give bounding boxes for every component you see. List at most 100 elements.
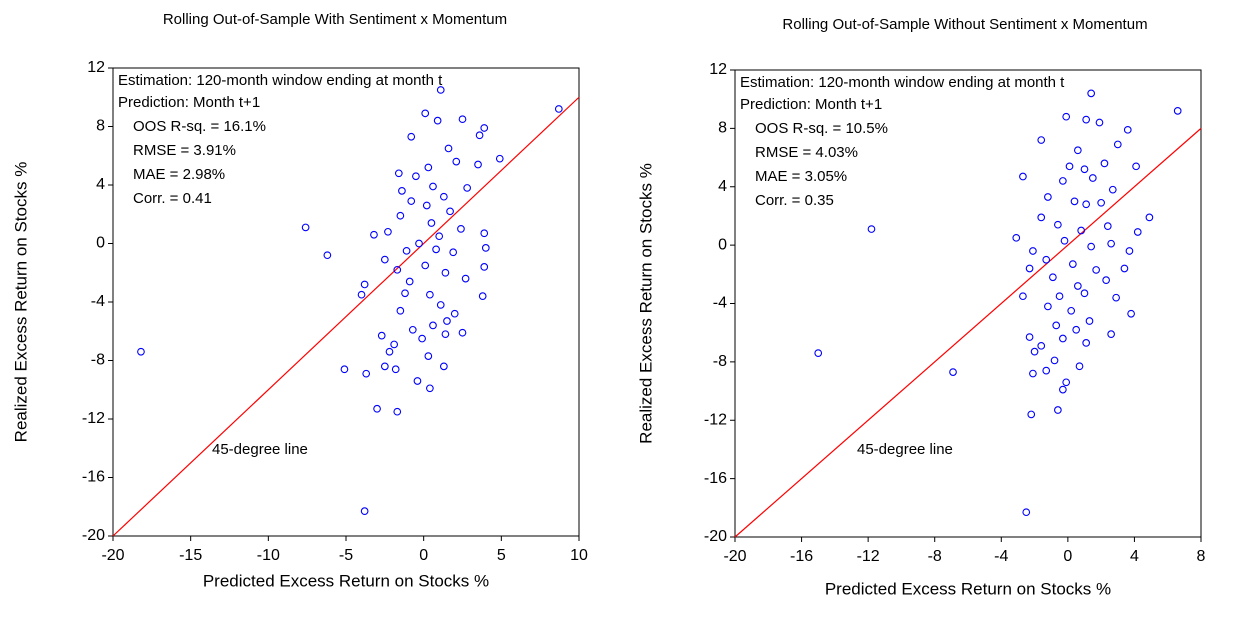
x-axis-label: Predicted Excess Return on Stocks %: [825, 579, 1111, 598]
point: [426, 290, 434, 299]
note: Estimation: 120-month window ending at m…: [118, 72, 443, 89]
plot-frame: [112, 67, 580, 537]
y-tick-label: -16: [704, 470, 727, 487]
point: [1107, 239, 1115, 248]
y-tick-label: -16: [82, 469, 105, 486]
point: [1042, 255, 1051, 264]
y-tick-label: -20: [704, 528, 727, 545]
point: [1027, 410, 1036, 419]
y-tick-label: 12: [87, 59, 105, 76]
point: [446, 207, 454, 216]
x-tick-label: -10: [257, 547, 280, 564]
y-axis-label: Realized Excess Return on Stocks %: [636, 163, 655, 444]
note: Prediction: Month t+1: [118, 94, 260, 111]
point: [452, 157, 461, 166]
point: [1052, 321, 1061, 330]
point: [458, 115, 467, 124]
point: [450, 309, 459, 318]
point: [377, 331, 386, 340]
point: [443, 317, 451, 325]
point: [1125, 247, 1134, 255]
chart-title: Rolling Out-of-Sample Without Sentiment …: [782, 16, 1147, 33]
point: [1102, 276, 1110, 285]
y-tick-label: -4: [91, 293, 105, 310]
point: [398, 187, 406, 195]
point: [1092, 266, 1100, 274]
point: [1054, 406, 1062, 414]
point: [461, 274, 470, 283]
point: [396, 211, 405, 220]
point: [1042, 366, 1051, 375]
point: [370, 230, 378, 239]
point: [1062, 112, 1071, 121]
point: [407, 197, 416, 205]
point: [1037, 341, 1046, 350]
point: [1075, 362, 1084, 371]
point: [1080, 165, 1089, 174]
point: [408, 325, 417, 334]
point: [449, 248, 458, 257]
point: [407, 132, 416, 141]
point: [380, 255, 389, 264]
point: [457, 225, 465, 233]
point: [436, 86, 445, 94]
point: [422, 201, 431, 210]
stat: MAE = 3.05%: [755, 168, 847, 185]
stat: OOS R-sq. = 16.1%: [133, 118, 266, 135]
point: [1077, 226, 1086, 235]
point: [418, 334, 426, 343]
point: [362, 369, 371, 378]
point: [1029, 247, 1037, 255]
point: [1082, 339, 1091, 347]
y-tick-label: 8: [96, 118, 105, 135]
point: [360, 280, 369, 289]
point: [814, 349, 823, 357]
point: [424, 163, 433, 172]
point: [390, 340, 399, 349]
point: [458, 328, 467, 337]
point: [554, 105, 563, 113]
point: [323, 251, 332, 260]
point: [427, 219, 436, 227]
diagonal-line: [734, 127, 1202, 538]
point: [394, 169, 403, 178]
x-tick-label: -15: [179, 547, 202, 564]
point: [441, 330, 450, 339]
point: [495, 154, 504, 163]
point: [867, 225, 876, 233]
stat: MAE = 2.98%: [133, 166, 225, 183]
point: [1120, 264, 1129, 273]
x-tick-label: 0: [1063, 548, 1072, 565]
stat: OOS R-sq. = 10.5%: [755, 120, 888, 137]
point: [413, 377, 422, 385]
x-tick-label: 4: [1130, 548, 1139, 565]
note: Estimation: 120-month window ending at m…: [740, 74, 1065, 91]
point: [393, 407, 402, 416]
point: [1019, 172, 1027, 181]
point: [475, 131, 484, 140]
point: [360, 507, 369, 515]
point: [1059, 334, 1067, 343]
point: [1050, 356, 1059, 365]
y-tick-label: -8: [713, 353, 727, 370]
point: [1082, 115, 1091, 124]
point: [1072, 325, 1081, 334]
point: [412, 172, 420, 181]
stat: RMSE = 3.91%: [133, 142, 236, 159]
stat: RMSE = 4.03%: [755, 144, 858, 161]
plot-frame: [734, 69, 1202, 538]
y-axis-label: Realized Excess Return on Stocks %: [11, 162, 30, 443]
y-tick-label: -12: [82, 410, 105, 427]
point: [474, 160, 482, 169]
point: [384, 227, 392, 236]
point: [1025, 333, 1034, 341]
y-tick-label: -20: [82, 527, 105, 544]
point: [1065, 162, 1074, 171]
point: [385, 347, 394, 356]
point: [432, 245, 440, 254]
point: [1060, 236, 1069, 245]
point: [1067, 306, 1076, 315]
point: [441, 268, 450, 277]
point: [1103, 222, 1112, 231]
